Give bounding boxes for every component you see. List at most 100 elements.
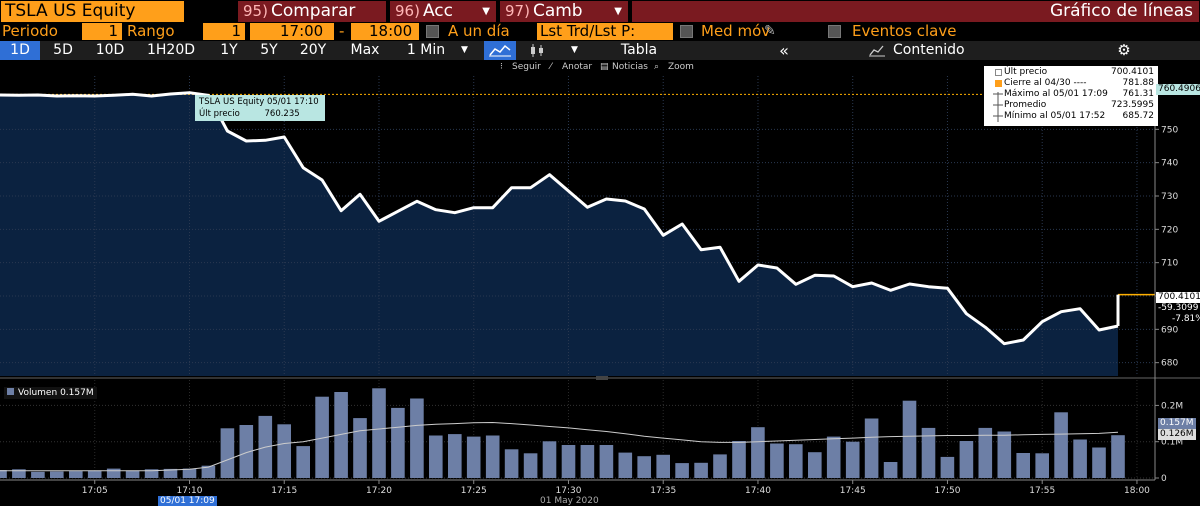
pencil-icon[interactable]: ✎ <box>764 23 776 39</box>
chart-legend: Últ precio 700.4101 Cierre al 04/30 ----… <box>984 66 1158 126</box>
zoom-icon[interactable]: ⌕ <box>654 62 660 72</box>
legend-value: 700.4101 <box>1111 67 1154 77</box>
line-chart-icon[interactable] <box>484 41 516 60</box>
title-bar: TSLA US Equity 95) Comparar 96) Acc ▼ 97) Ca… <box>0 0 1200 24</box>
volume-bar <box>69 471 83 478</box>
legend-label: Cierre al 04/30 ---- <box>1004 78 1087 88</box>
volume-bar <box>656 454 670 478</box>
volume-bar <box>1016 453 1030 478</box>
change-menu-label: Camb <box>532 1 583 21</box>
volume-bar <box>372 388 386 478</box>
seguir-button[interactable]: Seguir <box>512 62 541 72</box>
tooltip-label: Últ precio <box>199 109 240 119</box>
time-tick-label: 17:45 <box>840 486 866 496</box>
volume-bar <box>429 435 443 478</box>
change-pct-tag: -7.81% <box>1172 314 1200 324</box>
range-1y-button[interactable]: 1Y <box>220 42 238 58</box>
legend-close[interactable]: Cierre al 04/30 ---- 781.88 <box>984 78 1158 89</box>
time-tick-label: 17:25 <box>461 486 487 496</box>
periodo-field[interactable]: 1 <box>82 23 122 40</box>
anotar-icon[interactable]: ⁄ <box>550 62 552 72</box>
volume-bar <box>997 431 1012 478</box>
legend-value: 685.72 <box>1122 111 1155 121</box>
legend-swatch <box>995 69 1002 76</box>
range-1h20d-button[interactable]: 1H20D <box>146 42 196 58</box>
gear-icon[interactable]: ⚙ <box>1117 41 1131 59</box>
interval-select[interactable]: 1 Min <box>396 41 456 60</box>
key-events-label: Eventos clave <box>852 22 957 40</box>
ticker-field[interactable]: TSLA US Equity <box>1 1 184 22</box>
volume-bar <box>163 468 178 478</box>
volume-bar <box>561 445 576 478</box>
range-5d-button[interactable]: 5D <box>53 42 73 58</box>
legend-value: 761.31 <box>1122 89 1155 99</box>
zoom-button[interactable]: Zoom <box>668 62 694 72</box>
volume-bar <box>466 436 481 478</box>
content-icon[interactable] <box>864 41 890 60</box>
range-max-button[interactable]: Max <box>350 42 380 58</box>
actions-menu-number: 96) <box>395 2 420 20</box>
range-20y-button[interactable]: 20Y <box>299 42 327 58</box>
compare-menu-number: 95) <box>243 2 268 20</box>
actions-menu[interactable]: 96) Acc ▼ <box>390 1 496 22</box>
tooltip-ticker: TSLA US Equity <box>199 97 265 107</box>
last-trade-field[interactable]: Lst Trd/Lst P: <box>537 23 673 40</box>
cursor-date-tag: 05/01 17:09 <box>158 496 217 506</box>
moving-average-checkbox[interactable] <box>680 25 693 38</box>
news-icon[interactable]: ▤ <box>600 62 609 72</box>
volume-bar <box>826 436 841 478</box>
range-10d-button[interactable]: 10D <box>95 42 125 58</box>
legend-last-price[interactable]: Últ precio 700.4101 <box>984 67 1158 78</box>
volume-bar <box>845 441 860 478</box>
volume-bar <box>921 427 936 478</box>
volume-bar <box>864 418 879 478</box>
range-dash: - <box>339 22 345 40</box>
key-events-checkbox[interactable] <box>828 25 841 38</box>
collapse-left-icon[interactable]: « <box>779 41 789 60</box>
start-time-field[interactable]: 17:00 <box>250 23 334 40</box>
volume-bar <box>1035 453 1049 478</box>
content-button[interactable]: Contenido <box>893 42 965 58</box>
range-5y-button[interactable]: 5Y <box>260 42 278 58</box>
volume-bar <box>1073 439 1087 478</box>
legend-swatch <box>995 80 1002 87</box>
a-un-dia-checkbox[interactable] <box>426 25 439 38</box>
price-tick-label: 730 <box>1161 192 1178 202</box>
noticias-button[interactable]: Noticias <box>612 62 648 72</box>
volume-tick-label: 0.2M <box>1161 401 1183 411</box>
periodo-label: Periodo <box>2 22 58 40</box>
range-1d-button[interactable]: 1D <box>0 41 40 60</box>
end-time-field[interactable]: 18:00 <box>351 23 419 40</box>
last-price-tag: 700.4101 <box>1156 292 1200 303</box>
legend-minimum: Mínimo al 05/01 17:52 685.72 <box>984 111 1158 122</box>
legend-value: 781.88 <box>1122 78 1155 88</box>
a-un-dia-label: A un día <box>448 22 510 40</box>
rango-field[interactable]: 1 <box>203 23 245 40</box>
chart-type-title: Gráfico de líneas <box>632 1 1199 22</box>
price-tooltip: TSLA US Equity 05/01 17:10 Últ precio 76… <box>195 95 325 121</box>
time-tick-label: 17:50 <box>934 486 960 496</box>
table-button[interactable]: Tabla <box>620 42 658 58</box>
volume-bar <box>296 446 310 478</box>
compare-menu[interactable]: 95) Comparar <box>238 1 386 22</box>
legend-label: Promedio <box>1004 100 1047 110</box>
volume-bar <box>391 407 405 478</box>
change-menu[interactable]: 97) Camb ▼ <box>500 1 628 22</box>
volume-bar <box>144 469 159 478</box>
time-tick-label: 17:40 <box>745 486 771 496</box>
time-tick-label: 17:30 <box>556 486 582 496</box>
legend-maximum: Máximo al 05/01 17:09 761.31 <box>984 89 1158 100</box>
volume-bar <box>940 456 955 478</box>
candlestick-chart-icon[interactable] <box>522 41 554 60</box>
volume-bar <box>902 400 917 478</box>
chevron-down-icon[interactable]: ▼ <box>461 45 468 55</box>
price-tick-label: 690 <box>1161 325 1178 335</box>
volume-legend[interactable]: Volumen 0.157M <box>4 387 97 399</box>
seguir-icon[interactable]: ⁝ <box>500 62 503 72</box>
price-tick-label: 750 <box>1161 125 1178 135</box>
chevron-down-icon[interactable]: ▼ <box>571 45 578 55</box>
volume-bar <box>239 425 254 478</box>
time-tick-label: 17:05 <box>82 486 108 496</box>
anotar-button[interactable]: Anotar <box>562 62 593 72</box>
